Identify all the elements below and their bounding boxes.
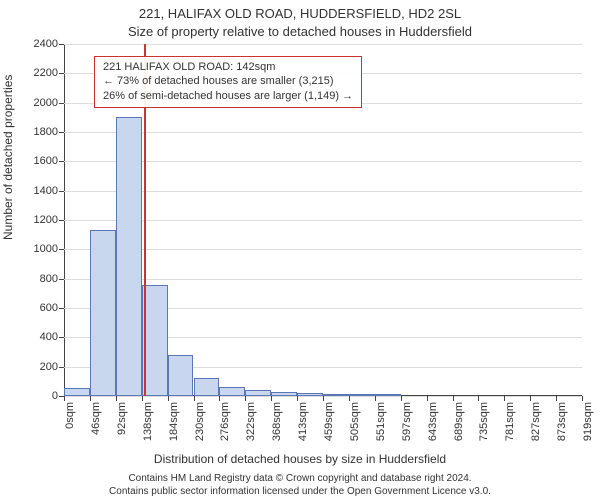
chart-title: 221, HALIFAX OLD ROAD, HUDDERSFIELD, HD2… bbox=[0, 6, 600, 21]
y-tick-mark bbox=[59, 103, 64, 104]
histogram-bar bbox=[349, 394, 375, 396]
x-tick-mark bbox=[478, 396, 479, 401]
gridline bbox=[64, 220, 582, 221]
x-tick-label: 735sqm bbox=[478, 402, 490, 441]
y-tick-label: 400 bbox=[40, 331, 58, 343]
y-tick-mark bbox=[59, 132, 64, 133]
x-tick-label: 643sqm bbox=[427, 402, 439, 441]
x-tick-mark bbox=[168, 396, 169, 401]
x-tick-mark bbox=[297, 396, 298, 401]
x-tick-mark bbox=[530, 396, 531, 401]
x-tick-mark bbox=[194, 396, 195, 401]
y-tick-mark bbox=[59, 367, 64, 368]
x-tick-label: 413sqm bbox=[297, 402, 309, 441]
callout-line-1: 221 HALIFAX OLD ROAD: 142sqm bbox=[103, 60, 353, 74]
chart-subtitle: Size of property relative to detached ho… bbox=[0, 24, 600, 39]
footer-line-1: Contains HM Land Registry data © Crown c… bbox=[128, 473, 471, 484]
x-tick-label: 873sqm bbox=[556, 402, 568, 441]
histogram-bar bbox=[297, 393, 323, 396]
callout-box: 221 HALIFAX OLD ROAD: 142sqm← 73% of det… bbox=[94, 56, 362, 108]
gridline bbox=[64, 191, 582, 192]
histogram-bar bbox=[90, 230, 116, 396]
y-tick-label: 2000 bbox=[34, 97, 58, 109]
y-tick-label: 0 bbox=[52, 390, 58, 402]
histogram-bar bbox=[245, 390, 271, 396]
y-tick-mark bbox=[59, 161, 64, 162]
gridline bbox=[64, 279, 582, 280]
histogram-bar bbox=[219, 387, 245, 396]
x-tick-label: 184sqm bbox=[168, 402, 180, 441]
y-tick-label: 1200 bbox=[34, 214, 58, 226]
x-tick-mark bbox=[219, 396, 220, 401]
x-tick-label: 919sqm bbox=[582, 402, 594, 441]
x-tick-label: 368sqm bbox=[271, 402, 283, 441]
gridline bbox=[64, 132, 582, 133]
x-tick-label: 46sqm bbox=[90, 402, 102, 435]
y-tick-label: 1400 bbox=[34, 185, 58, 197]
gridline bbox=[64, 161, 582, 162]
y-tick-mark bbox=[59, 44, 64, 45]
footer-line-2: Contains public sector information licen… bbox=[109, 486, 491, 497]
y-tick-mark bbox=[59, 337, 64, 338]
y-tick-mark bbox=[59, 73, 64, 74]
y-tick-label: 1600 bbox=[34, 155, 58, 167]
y-tick-label: 1000 bbox=[34, 243, 58, 255]
gridline bbox=[64, 249, 582, 250]
gridline bbox=[64, 44, 582, 45]
y-tick-label: 600 bbox=[40, 302, 58, 314]
callout-line-3: 26% of semi-detached houses are larger (… bbox=[103, 89, 353, 103]
x-tick-label: 689sqm bbox=[453, 402, 465, 441]
x-tick-mark bbox=[64, 396, 65, 401]
y-tick-label: 200 bbox=[40, 361, 58, 373]
y-tick-mark bbox=[59, 191, 64, 192]
footer-attribution: Contains HM Land Registry data © Crown c… bbox=[0, 473, 600, 498]
x-tick-label: 505sqm bbox=[349, 402, 361, 441]
x-tick-label: 781sqm bbox=[504, 402, 516, 441]
y-tick-label: 800 bbox=[40, 273, 58, 285]
x-tick-label: 276sqm bbox=[219, 402, 231, 441]
x-tick-label: 827sqm bbox=[530, 402, 542, 441]
x-tick-label: 92sqm bbox=[116, 402, 128, 435]
y-tick-label: 1800 bbox=[34, 126, 58, 138]
histogram-bar bbox=[64, 388, 90, 396]
x-tick-label: 138sqm bbox=[142, 402, 154, 441]
x-tick-mark bbox=[245, 396, 246, 401]
x-tick-mark bbox=[375, 396, 376, 401]
histogram-bar bbox=[194, 378, 220, 396]
x-tick-mark bbox=[401, 396, 402, 401]
x-tick-mark bbox=[582, 396, 583, 401]
y-tick-label: 2400 bbox=[34, 38, 58, 50]
x-tick-mark bbox=[556, 396, 557, 401]
y-tick-mark bbox=[59, 220, 64, 221]
histogram-bar bbox=[116, 117, 142, 396]
y-tick-label: 2200 bbox=[34, 67, 58, 79]
y-axis-label: Number of detached properties bbox=[1, 75, 15, 240]
x-tick-mark bbox=[427, 396, 428, 401]
histogram-bar bbox=[168, 355, 194, 396]
callout-line-2: ← 73% of detached houses are smaller (3,… bbox=[103, 74, 353, 88]
x-tick-mark bbox=[349, 396, 350, 401]
y-tick-mark bbox=[59, 249, 64, 250]
y-tick-mark bbox=[59, 308, 64, 309]
x-tick-mark bbox=[323, 396, 324, 401]
x-tick-label: 0sqm bbox=[64, 402, 76, 429]
x-tick-mark bbox=[453, 396, 454, 401]
x-tick-label: 551sqm bbox=[375, 402, 387, 441]
x-tick-label: 597sqm bbox=[401, 402, 413, 441]
histogram-bar bbox=[323, 394, 349, 396]
histogram-bar bbox=[375, 394, 401, 396]
histogram-bar bbox=[271, 392, 297, 396]
x-tick-label: 459sqm bbox=[323, 402, 335, 441]
x-tick-label: 230sqm bbox=[194, 402, 206, 441]
x-axis-label: Distribution of detached houses by size … bbox=[0, 452, 600, 466]
x-tick-mark bbox=[90, 396, 91, 401]
x-tick-label: 322sqm bbox=[245, 402, 257, 441]
x-tick-mark bbox=[504, 396, 505, 401]
plot-area: 0200400600800100012001400160018002000220… bbox=[64, 44, 582, 396]
x-tick-mark bbox=[271, 396, 272, 401]
chart-container: 221, HALIFAX OLD ROAD, HUDDERSFIELD, HD2… bbox=[0, 0, 600, 500]
y-tick-mark bbox=[59, 279, 64, 280]
x-tick-mark bbox=[116, 396, 117, 401]
x-tick-mark bbox=[142, 396, 143, 401]
